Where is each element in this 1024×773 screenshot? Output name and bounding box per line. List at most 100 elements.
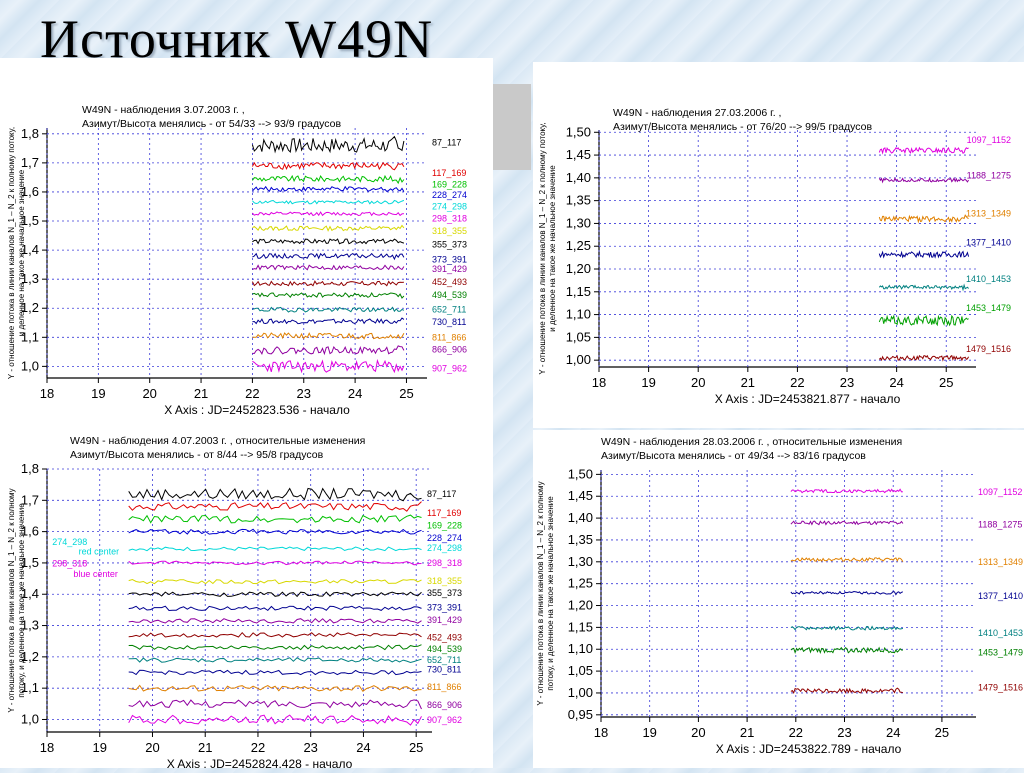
x-tick-label: 18 [592, 375, 606, 390]
series-line-1453-1479 [790, 646, 903, 655]
y-tick-label: 1,35 [568, 532, 593, 547]
series-line-355-373 [128, 591, 422, 598]
x-tick-label: 18 [40, 386, 54, 401]
x-axis-label: X Axis : JD=2452823.536 - начало [164, 403, 350, 417]
series-line-298-318 [252, 211, 404, 217]
x-tick-label: 22 [790, 375, 804, 390]
series-label: 1188_1275 [978, 520, 1022, 530]
chart-title: W49N - наблюдения 3.07.2003 г. , [82, 104, 245, 116]
x-tick-label: 23 [837, 725, 851, 740]
series-line-87-117 [128, 487, 422, 502]
x-axis-label: X Axis : JD=2452824.428 - начало [167, 757, 353, 768]
x-tick-label: 19 [91, 386, 105, 401]
series-line-494-539 [252, 291, 405, 299]
y-tick-label: 1,5 [21, 213, 39, 228]
series-label: 373_391 [427, 602, 462, 612]
x-tick-label: 22 [251, 740, 265, 755]
y-tick-label: 1,15 [568, 619, 593, 634]
series-line-1188-1275 [878, 176, 970, 184]
series-label: 452_493 [427, 632, 462, 642]
x-tick-label: 19 [93, 740, 107, 755]
chart-2006-03-27: W49N - наблюдения 27.03.2006 г. , Азимут/… [538, 107, 1011, 406]
series-line-228-274 [252, 185, 405, 193]
series-label: 298_318 [432, 214, 467, 224]
y-tick-label: 1,2 [21, 300, 39, 315]
x-tick-label: 22 [245, 386, 259, 401]
series-label: 274_298 [427, 543, 462, 553]
series-line-730-811 [128, 669, 422, 676]
series-label: 1479_1516 [966, 344, 1011, 354]
series-label: 228_274 [432, 190, 467, 200]
x-tick-label: 24 [886, 725, 900, 740]
y-tick-label: 1,00 [568, 685, 593, 700]
chart-subtitle: Азимут/Высота менялись - от 54/33 --> 93… [82, 118, 341, 130]
series-label: 1313_1349 [966, 208, 1011, 218]
series-line-355-373 [252, 238, 405, 245]
x-tick-label: 19 [642, 725, 656, 740]
series-line-1313-1349 [790, 557, 904, 563]
series-label: 652_711 [432, 305, 466, 315]
series-label: 1188_1275 [967, 171, 1011, 181]
series-line-1377-1410 [878, 249, 970, 259]
series-label: 87_117 [427, 489, 456, 499]
y-tick-label: 1,25 [566, 238, 591, 253]
chart-annotation: 274_298 [52, 537, 87, 547]
x-tick-label: 25 [939, 375, 953, 390]
series-line-907-962 [252, 358, 405, 374]
series-line-1313-1349 [878, 214, 969, 224]
series-label: 169_228 [432, 180, 467, 190]
chart-2003-07-03: W49N - наблюдения 3.07.2003 г. , Азимут/В… [7, 104, 467, 417]
x-tick-label: 24 [356, 740, 370, 755]
series-line-730-811 [252, 317, 405, 325]
series-label: 652_711 [427, 655, 461, 665]
series-line-169-228 [128, 514, 422, 524]
y-axis-label: Y - отношение потока в линии каналов N_1… [7, 127, 16, 379]
series-line-1097-1152 [790, 488, 903, 494]
y-tick-label: 1,45 [566, 147, 591, 162]
chart-2006-03-28: W49N - наблюдения 28.03.2006 г. , относи… [536, 436, 1023, 756]
series-line-373-391 [128, 605, 422, 612]
x-tick-label: 21 [198, 740, 212, 755]
series-line-907-962 [128, 714, 422, 726]
series-line-391-429 [252, 264, 405, 271]
series-label: 1410_1453 [966, 274, 1011, 284]
x-tick-label: 20 [142, 386, 156, 401]
series-line-373-391 [252, 252, 405, 261]
chart-annotation: red center [79, 546, 120, 556]
series-line-652-711 [252, 306, 405, 313]
x-tick-label: 22 [789, 725, 803, 740]
y-tick-label: 1,10 [568, 641, 593, 656]
series-label: 228_274 [427, 533, 462, 543]
series-line-318-355 [252, 224, 405, 232]
chart-panel-3: W49N - наблюдения 4.07.2003 г. , относит… [0, 430, 493, 771]
series-line-391-429 [128, 617, 422, 624]
series-label: 1097_1152 [978, 487, 1022, 497]
y-tick-label: 1,10 [566, 307, 591, 322]
divider-tab [493, 84, 531, 170]
y-tick-label: 1,20 [566, 261, 591, 276]
series-line-228-274 [128, 528, 422, 535]
series-line-169-228 [251, 174, 405, 185]
x-tick-label: 23 [303, 740, 317, 755]
y-tick-label: 1,40 [568, 510, 593, 525]
series-label: 452_493 [432, 277, 467, 287]
y-tick-label: 1,25 [568, 576, 593, 591]
series-line-1097-1152 [878, 146, 969, 155]
y-tick-label: 1,6 [21, 524, 39, 539]
y-tick-label: 1,05 [566, 329, 591, 344]
series-label: 391_429 [427, 615, 462, 625]
series-label: 1453_1479 [978, 648, 1023, 658]
series-line-1410-1453 [790, 625, 904, 631]
chart-annotation: blue center [73, 569, 118, 579]
series-line-1479-1516 [878, 354, 970, 362]
x-tick-label: 21 [741, 375, 755, 390]
series-line-117-169 [251, 161, 405, 171]
series-line-318-355 [128, 578, 422, 585]
y-tick-label: 1,35 [566, 193, 591, 208]
series-label: 117_169 [427, 508, 461, 518]
series-label: 117_169 [432, 168, 466, 178]
y-tick-label: 1,1 [21, 680, 39, 695]
y-tick-label: 1,30 [568, 554, 593, 569]
series-label: 87_117 [432, 138, 461, 148]
series-line-1410-1453 [878, 283, 969, 292]
